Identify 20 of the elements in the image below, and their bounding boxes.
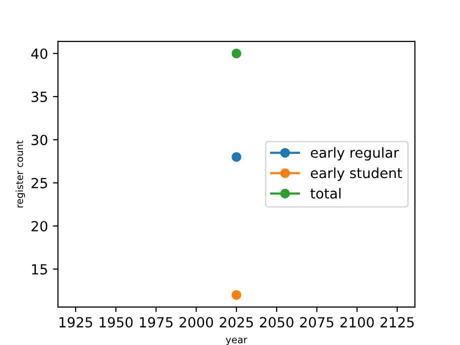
y-tick-label: 30 — [32, 134, 48, 146]
legend-label: early student — [310, 168, 402, 181]
x-axis-title: year — [226, 338, 248, 345]
x-tick-label: 1925 — [60, 317, 92, 328]
y-tick-label: 35 — [32, 92, 48, 102]
y-tick-label: 20 — [32, 220, 48, 232]
x-tick-label: 2050 — [260, 317, 294, 328]
y-tick-label: 40 — [31, 48, 48, 59]
legend-label: total — [310, 188, 341, 199]
y-tick-label: 15 — [32, 264, 48, 275]
x-tick-label: 2075 — [300, 317, 334, 328]
y-tick-label: 25 — [32, 178, 48, 188]
x-tick-label: 2000 — [180, 317, 213, 328]
y-axis-title: register count — [16, 140, 26, 208]
x-tick-label: 1975 — [140, 317, 173, 328]
x-tick-label: 2100 — [340, 317, 374, 328]
legend-label: early regular — [310, 147, 399, 161]
x-tick-label: 1950 — [100, 317, 133, 328]
x-tick-label: 2125 — [380, 317, 414, 328]
x-tick-label: 2025 — [220, 317, 253, 328]
